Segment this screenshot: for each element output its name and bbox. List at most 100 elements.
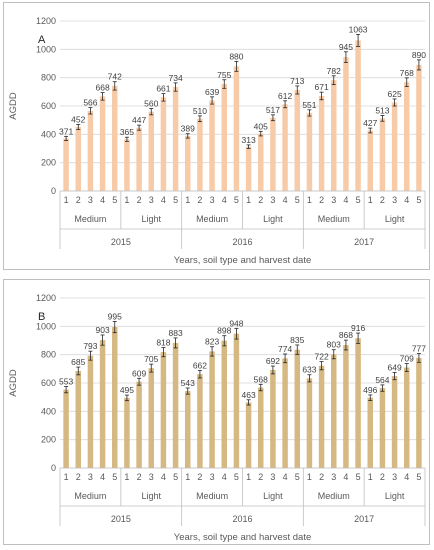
bar [233, 66, 240, 191]
bar [379, 118, 386, 191]
bar [258, 133, 264, 191]
bar [258, 387, 264, 468]
year-label: 2017 [354, 237, 374, 247]
bar [136, 381, 142, 468]
bar [197, 374, 203, 468]
data-label: 880 [229, 51, 243, 61]
x-tick-label: 3 [149, 195, 154, 205]
x-tick-label: 2 [258, 195, 263, 205]
data-label: 625 [387, 89, 401, 99]
bar [160, 352, 167, 468]
bar [367, 130, 373, 191]
bar [404, 367, 410, 468]
x-tick-label: 3 [149, 472, 154, 482]
x-tick-label: 4 [343, 195, 348, 205]
x-tick-label: 2 [137, 195, 142, 205]
x-tick-label: 5 [112, 472, 117, 482]
bar [331, 354, 337, 468]
x-tick-label: 3 [392, 472, 397, 482]
x-tick-label: 1 [368, 195, 373, 205]
bar [306, 378, 313, 468]
data-label: 803 [327, 340, 341, 350]
x-tick-label: 1 [307, 195, 312, 205]
chart-b-svg: 020040060080010001200AGDDB55316852793390… [8, 293, 426, 543]
data-label: 995 [108, 311, 122, 321]
data-label: 793 [83, 341, 97, 351]
soil-type-label: Medium [196, 491, 228, 501]
data-label: 661 [156, 84, 170, 94]
bar [209, 100, 215, 191]
data-label: 916 [351, 323, 365, 333]
data-label: 633 [302, 365, 316, 375]
x-tick-label: 2 [197, 472, 202, 482]
soil-type-label: Light [263, 214, 283, 224]
y-tick-label: 400 [41, 406, 56, 416]
x-tick-label: 1 [64, 195, 69, 205]
bar [367, 397, 373, 468]
bar [221, 340, 227, 468]
data-label: 868 [339, 330, 353, 340]
x-tick-label: 2 [76, 195, 81, 205]
x-tick-label: 4 [222, 195, 227, 205]
x-tick-label: 1 [185, 472, 190, 482]
bar [197, 118, 203, 191]
x-tick-label: 3 [331, 472, 336, 482]
bar [318, 365, 325, 468]
data-label: 945 [339, 42, 353, 52]
data-label: 513 [375, 105, 389, 115]
x-tick-label: 2 [137, 472, 142, 482]
bar [294, 349, 300, 468]
data-label: 662 [193, 360, 207, 370]
soil-type-label: Medium [74, 491, 106, 501]
data-label: 553 [59, 377, 73, 387]
x-tick-label: 3 [331, 195, 336, 205]
x-tick-label: 4 [404, 195, 409, 205]
bar [63, 389, 69, 468]
bar [391, 376, 398, 468]
soil-type-label: Light [385, 491, 405, 501]
x-tick-label: 5 [416, 195, 421, 205]
x-tick-label: 4 [343, 472, 348, 482]
chart-a-svg: 020040060080010001200AGDDA37114522566366… [8, 16, 426, 266]
y-tick-label: 1200 [36, 293, 56, 303]
bar [185, 391, 191, 468]
data-label: 568 [254, 374, 268, 384]
y-tick-label: 200 [41, 158, 56, 168]
x-tick-label: 3 [210, 472, 215, 482]
x-tick-label: 1 [124, 195, 129, 205]
x-tick-label: 1 [246, 195, 251, 205]
x-tick-label: 2 [258, 472, 263, 482]
bar [355, 40, 361, 192]
data-label: 389 [181, 124, 195, 134]
data-label: 722 [314, 352, 328, 362]
bar [343, 57, 349, 191]
data-label: 405 [254, 121, 268, 131]
x-tick-label: 1 [368, 472, 373, 482]
data-label: 890 [412, 50, 426, 60]
x-tick-label: 2 [380, 195, 385, 205]
data-label: 649 [387, 362, 401, 372]
data-label: 668 [95, 83, 109, 93]
x-tick-label: 1 [246, 472, 251, 482]
bar [209, 351, 215, 468]
bar [221, 84, 227, 191]
x-tick-label: 4 [283, 472, 288, 482]
x-tick-label: 3 [88, 472, 93, 482]
data-label: 612 [278, 91, 292, 101]
y-tick-label: 400 [41, 129, 56, 139]
bar [391, 102, 398, 191]
soil-type-label: Medium [318, 214, 350, 224]
data-label: 564 [375, 375, 389, 385]
bar [282, 104, 288, 191]
bar [404, 82, 410, 191]
soil-type-label: Light [385, 214, 405, 224]
soil-type-label: Light [141, 491, 161, 501]
x-axis-title: Years, soil type and harvest date [174, 532, 312, 543]
data-label: 566 [83, 98, 97, 108]
data-label: 365 [120, 127, 134, 137]
year-label: 2016 [232, 237, 252, 247]
y-tick-label: 800 [41, 73, 56, 83]
bar [318, 95, 325, 191]
bar [270, 369, 276, 468]
data-label: 705 [144, 354, 158, 364]
